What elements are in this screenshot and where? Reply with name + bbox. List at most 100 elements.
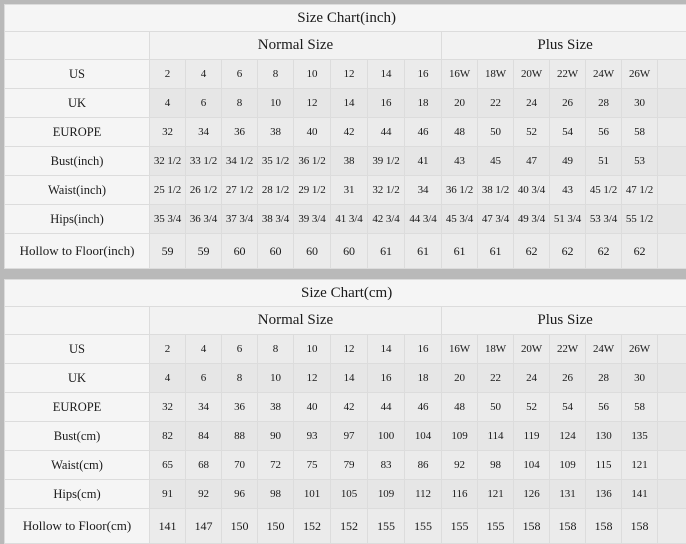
cell: 8 [222, 364, 258, 393]
cell: 88 [222, 422, 258, 451]
table-row: EUROPE 32 34 36 38 40 42 44 46 48 50 52 … [5, 118, 686, 147]
cell: 16 [405, 60, 442, 89]
cell: 44 [368, 393, 405, 422]
cm-chart-title: Size Chart(cm) [5, 280, 686, 307]
cell: 32 [150, 393, 186, 422]
cell: 155 [442, 509, 478, 544]
cell: 28 1/2 [258, 176, 294, 205]
row-label-hollow-to-floor: Hollow to Floor(cm) [5, 509, 150, 544]
cell: 82 [150, 422, 186, 451]
cell [658, 234, 686, 269]
cell: 70 [222, 451, 258, 480]
cell: 10 [258, 364, 294, 393]
cell: 47 [514, 147, 550, 176]
cell: 26 1/2 [186, 176, 222, 205]
cell: 79 [331, 451, 368, 480]
inch-table-body: Size Chart(inch) Normal Size Plus Size U… [5, 5, 686, 269]
cell: 155 [368, 509, 405, 544]
cell: 14 [331, 89, 368, 118]
cell: 43 [550, 176, 586, 205]
cell: 131 [550, 480, 586, 509]
cell: 4 [186, 335, 222, 364]
cell: 18W [478, 60, 514, 89]
cell: 152 [294, 509, 331, 544]
cell: 55 1/2 [622, 205, 658, 234]
cell: 45 1/2 [586, 176, 622, 205]
cell: 38 [258, 118, 294, 147]
cell: 45 [478, 147, 514, 176]
cell: 10 [294, 335, 331, 364]
cell: 6 [222, 335, 258, 364]
cell: 60 [331, 234, 368, 269]
cell: 50 [478, 118, 514, 147]
cell: 61 [442, 234, 478, 269]
cell: 141 [622, 480, 658, 509]
inch-group-normal-size: Normal Size [150, 32, 442, 60]
cell: 14 [368, 335, 405, 364]
cell: 36 [222, 393, 258, 422]
cell: 150 [222, 509, 258, 544]
cell: 47 3/4 [478, 205, 514, 234]
size-chart-cm-block: Size Chart(cm) Normal Size Plus Size US … [4, 279, 682, 544]
cell: 8 [222, 89, 258, 118]
cell [658, 335, 686, 364]
table-row: EUROPE 32 34 36 38 40 42 44 46 48 50 52 … [5, 393, 686, 422]
cell: 48 [442, 118, 478, 147]
cm-group-blank [5, 307, 150, 335]
inch-group-blank [5, 32, 150, 60]
cell: 16W [442, 335, 478, 364]
cell: 119 [514, 422, 550, 451]
cell: 62 [514, 234, 550, 269]
cell: 31 [331, 176, 368, 205]
cell: 16 [405, 335, 442, 364]
cell: 29 1/2 [294, 176, 331, 205]
cell: 40 3/4 [514, 176, 550, 205]
cell: 51 [586, 147, 622, 176]
size-chart-inch-block: Size Chart(inch) Normal Size Plus Size U… [4, 4, 682, 269]
cell: 104 [514, 451, 550, 480]
cell: 41 [405, 147, 442, 176]
cell: 130 [586, 422, 622, 451]
size-chart-page: Size Chart(inch) Normal Size Plus Size U… [0, 0, 686, 530]
cell: 54 [550, 393, 586, 422]
row-label-uk: UK [5, 364, 150, 393]
cell: 32 1/2 [150, 147, 186, 176]
cell: 14 [331, 364, 368, 393]
table-row: Hips(cm) 91 92 96 98 101 105 109 112 116… [5, 480, 686, 509]
cell: 34 [405, 176, 442, 205]
cell: 60 [222, 234, 258, 269]
cell: 12 [331, 335, 368, 364]
cell: 4 [186, 60, 222, 89]
cell: 36 [222, 118, 258, 147]
cell: 75 [294, 451, 331, 480]
cell: 83 [368, 451, 405, 480]
cell: 59 [150, 234, 186, 269]
cell: 59 [186, 234, 222, 269]
cell: 158 [622, 509, 658, 544]
cell: 53 [622, 147, 658, 176]
cell [658, 422, 686, 451]
inch-group-row: Normal Size Plus Size [5, 32, 686, 60]
cell: 12 [294, 89, 331, 118]
cell: 60 [258, 234, 294, 269]
cell: 54 [550, 118, 586, 147]
cell: 47 1/2 [622, 176, 658, 205]
cell: 42 [331, 393, 368, 422]
cell: 48 [442, 393, 478, 422]
cell: 36 1/2 [442, 176, 478, 205]
cell: 16 [368, 89, 405, 118]
inch-title-row: Size Chart(inch) [5, 5, 686, 32]
cell: 14 [368, 60, 405, 89]
table-row: Hollow to Floor(inch) 59 59 60 60 60 60 … [5, 234, 686, 269]
cell: 52 [514, 393, 550, 422]
cell: 62 [586, 234, 622, 269]
cell: 18 [405, 89, 442, 118]
cell [658, 205, 686, 234]
cell: 30 [622, 89, 658, 118]
row-label-bust: Bust(inch) [5, 147, 150, 176]
cell: 34 [186, 393, 222, 422]
cell: 38 [331, 147, 368, 176]
cell: 136 [586, 480, 622, 509]
cell: 40 [294, 393, 331, 422]
cell: 37 3/4 [222, 205, 258, 234]
